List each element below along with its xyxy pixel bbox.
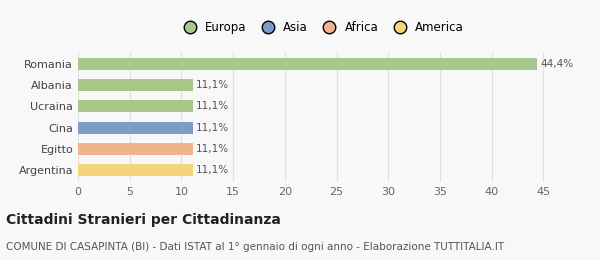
Legend: Europa, Asia, Africa, America: Europa, Asia, Africa, America [173, 16, 469, 39]
Bar [78, 164, 193, 176]
Text: 44,4%: 44,4% [540, 59, 574, 69]
Bar [78, 101, 193, 112]
Text: 11,1%: 11,1% [196, 165, 229, 175]
Text: 11,1%: 11,1% [196, 123, 229, 133]
Text: 11,1%: 11,1% [196, 80, 229, 90]
Text: COMUNE DI CASAPINTA (BI) - Dati ISTAT al 1° gennaio di ogni anno - Elaborazione : COMUNE DI CASAPINTA (BI) - Dati ISTAT al… [6, 242, 504, 252]
Bar [78, 79, 193, 91]
Text: 11,1%: 11,1% [196, 144, 229, 154]
Text: 11,1%: 11,1% [196, 101, 229, 111]
Text: Cittadini Stranieri per Cittadinanza: Cittadini Stranieri per Cittadinanza [6, 213, 281, 227]
Bar [78, 58, 537, 70]
Bar [78, 143, 193, 155]
Bar [78, 122, 193, 133]
